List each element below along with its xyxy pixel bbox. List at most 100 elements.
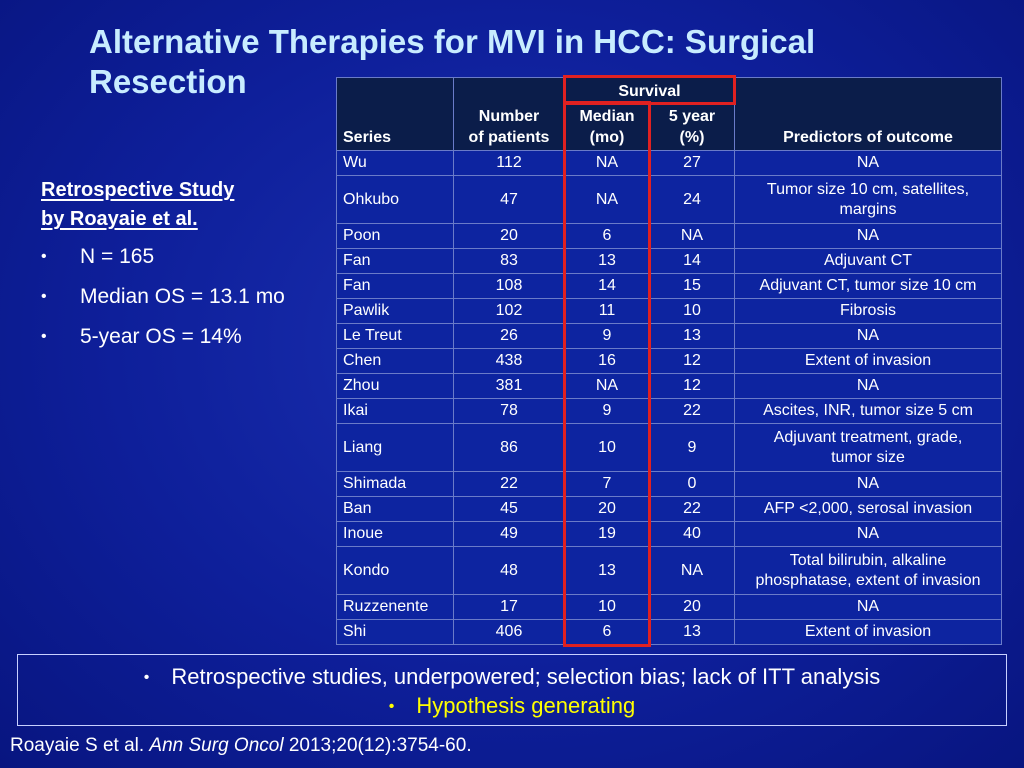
median-cell: 20 [564, 496, 650, 522]
median-cell: 7 [564, 471, 650, 497]
study-heading: Retrospective Study by Roayaie et al. [41, 176, 331, 234]
predictors-cell: NA [734, 471, 1002, 497]
citation-authors: Roayaie S et al. [10, 735, 145, 756]
patients-cell: 86 [453, 423, 565, 472]
predictors-line2: tumor size [831, 448, 905, 466]
five-year-cell: 12 [649, 348, 735, 374]
study-heading-line2: by Roayaie et al. [41, 208, 198, 230]
patients-cell: 47 [453, 175, 565, 224]
patients-cell: 78 [453, 398, 565, 424]
median-cell: 10 [564, 594, 650, 620]
predictors-line1: Adjuvant treatment, grade, [773, 428, 963, 446]
predictors-line2: margins [839, 200, 897, 218]
table-row: Pawlik 102 11 10 Fibrosis [336, 298, 1002, 324]
patients-cell: 406 [453, 619, 565, 645]
predictors-cell: NA [734, 223, 1002, 249]
header-five-year: 5 year (%) [649, 104, 735, 151]
patients-cell: 381 [453, 373, 565, 399]
note-bullet: • [388, 698, 395, 715]
median-cell: 9 [564, 398, 650, 424]
predictors-line1: Adjuvant CT, tumor size 10 cm [759, 277, 977, 294]
series-cell: Ohkubo [336, 175, 454, 224]
table-row: Inoue 49 19 40 NA [336, 521, 1002, 547]
note-line1: • Retrospective studies, underpowered; se… [18, 663, 1006, 692]
five-year-cell: 13 [649, 619, 735, 645]
patients-cell: 45 [453, 496, 565, 522]
header-median-line1: Median [579, 108, 635, 125]
patients-cell: 20 [453, 223, 565, 249]
table-row: Zhou 381 NA 12 NA [336, 373, 1002, 399]
median-cell: 6 [564, 223, 650, 249]
patients-cell: 102 [453, 298, 565, 324]
table-row: Le Treut 26 9 13 NA [336, 323, 1002, 349]
predictors-line1: NA [856, 154, 880, 171]
series-cell: Ruzzenente [336, 594, 454, 620]
median-cell: 13 [564, 248, 650, 274]
predictors-cell: Adjuvant CT [734, 248, 1002, 274]
header-patients-line1: Number [478, 108, 540, 125]
predictors-line1: NA [856, 598, 880, 615]
header-median-line2: (mo) [589, 129, 625, 146]
predictors-cell: NA [734, 594, 1002, 620]
patients-cell: 17 [453, 594, 565, 620]
series-cell: Fan [336, 273, 454, 299]
median-cell: 19 [564, 521, 650, 547]
predictors-line1: NA [856, 327, 880, 344]
note-line2: • Hypothesis generating [18, 692, 1006, 721]
note-line1-text: Retrospective studies, underpowered; sel… [171, 664, 881, 689]
table-row: Ikai 78 9 22 Ascites, INR, tumor size 5 cm [336, 398, 1002, 424]
five-year-cell: 9 [649, 423, 735, 472]
study-bullet-n: N = 165 [41, 244, 331, 270]
series-cell: Wu [336, 150, 454, 176]
five-year-cell: NA [649, 223, 735, 249]
series-cell: Pawlik [336, 298, 454, 324]
predictors-line1: Fibrosis [839, 302, 896, 319]
series-cell: Shi [336, 619, 454, 645]
series-cell: Poon [336, 223, 454, 249]
predictors-line1: Ascites, INR, tumor size 5 cm [763, 402, 973, 419]
series-cell: Chen [336, 348, 454, 374]
predictors-cell: Extent of invasion [734, 619, 1002, 645]
table-row: Shimada 22 7 0 NA [336, 471, 1002, 497]
five-year-cell: 14 [649, 248, 735, 274]
predictors-cell: AFP <2,000, serosal invasion [734, 496, 1002, 522]
table-row: Fan 83 13 14 Adjuvant CT [336, 248, 1002, 274]
table-row: Kondo 48 13 NA Total bilirubin, alkaline phos… [336, 546, 1002, 595]
five-year-cell: 15 [649, 273, 735, 299]
citation-journal: Ann Surg Oncol [149, 735, 284, 756]
predictors-line1: Total bilirubin, alkaline [789, 551, 947, 569]
series-cell: Ban [336, 496, 454, 522]
header-series: Series [336, 77, 454, 151]
median-cell: 13 [564, 546, 650, 595]
median-cell: NA [564, 373, 650, 399]
median-cell: 14 [564, 273, 650, 299]
predictors-line1: Adjuvant CT [823, 252, 913, 269]
predictors-cell: NA [734, 373, 1002, 399]
five-year-cell: 27 [649, 150, 735, 176]
predictors-line1: NA [856, 525, 880, 542]
series-cell: Liang [336, 423, 454, 472]
series-cell: Inoue [336, 521, 454, 547]
predictors-line1: NA [856, 475, 880, 492]
series-cell: Ikai [336, 398, 454, 424]
series-cell: Le Treut [336, 323, 454, 349]
header-predictors: Predictors of outcome [734, 77, 1002, 151]
predictors-cell: Total bilirubin, alkaline phosphatase, ex… [734, 546, 1002, 595]
header-median: Median (mo) [564, 104, 650, 151]
predictors-cell: NA [734, 150, 1002, 176]
predictors-cell: Tumor size 10 cm, satellites, margins [734, 175, 1002, 224]
patients-cell: 112 [453, 150, 565, 176]
predictors-line1: NA [856, 377, 880, 394]
predictors-line1: Extent of invasion [804, 352, 932, 369]
header-patients-line2: of patients [468, 129, 550, 146]
median-cell: NA [564, 150, 650, 176]
median-cell: NA [564, 175, 650, 224]
note-bullet: • [143, 669, 150, 686]
predictors-cell: Adjuvant treatment, grade, tumor size [734, 423, 1002, 472]
predictors-line1: Extent of invasion [804, 623, 932, 640]
predictors-line2: phosphatase, extent of invasion [755, 571, 981, 589]
table-body: Wu 112 NA 27 NA Ohkubo 47 NA 24 Tumor size 10 cm,… [336, 150, 1002, 645]
series-cell: Shimada [336, 471, 454, 497]
study-summary: Retrospective Study by Roayaie et al. N … [41, 176, 331, 364]
predictors-cell: NA [734, 521, 1002, 547]
